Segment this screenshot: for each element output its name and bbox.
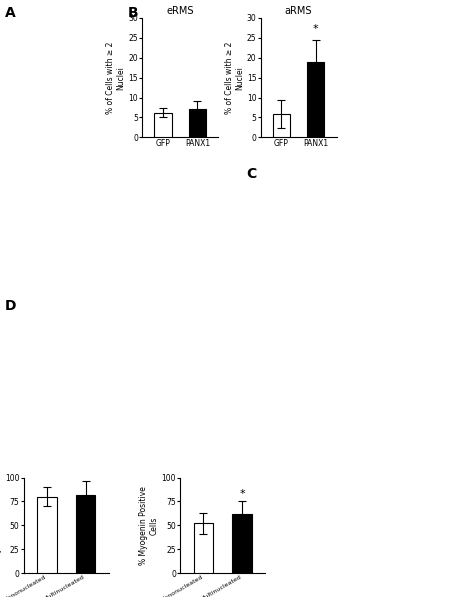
Text: D: D <box>5 298 16 312</box>
Text: A: A <box>5 6 16 20</box>
Bar <box>154 113 172 137</box>
Text: C: C <box>246 167 257 181</box>
Text: *: * <box>313 24 319 34</box>
Bar <box>76 495 95 573</box>
Bar <box>189 109 206 137</box>
Bar <box>37 497 57 573</box>
Y-axis label: % of Cells with ≥ 2
Nuclei: % of Cells with ≥ 2 Nuclei <box>106 41 126 114</box>
Title: eRMS: eRMS <box>166 6 194 16</box>
Text: *: * <box>239 489 245 499</box>
Y-axis label: %MyoD Positive Cells: %MyoD Positive Cells <box>0 485 2 566</box>
Bar <box>307 61 325 137</box>
Bar <box>232 514 252 573</box>
Y-axis label: % Myogenin Positive
Cells: % Myogenin Positive Cells <box>139 486 159 565</box>
Bar <box>194 524 213 573</box>
Title: aRMS: aRMS <box>285 6 312 16</box>
Text: B: B <box>128 6 138 20</box>
Y-axis label: % of Cells with ≥ 2
Nuclei: % of Cells with ≥ 2 Nuclei <box>225 41 244 114</box>
Bar <box>273 114 290 137</box>
